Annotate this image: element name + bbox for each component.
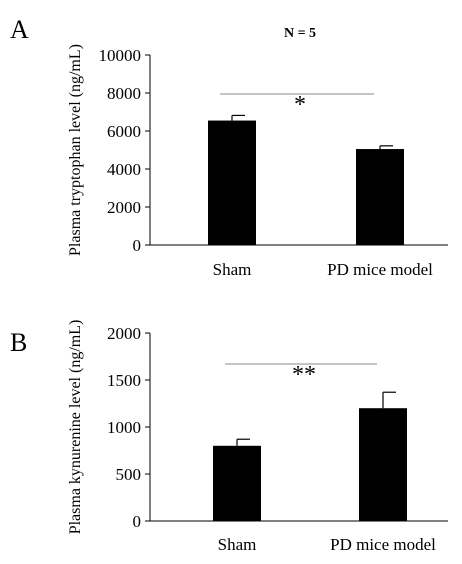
x-category-label: PD mice model bbox=[327, 260, 433, 279]
chart-panel-b: B Plasma kynurenine level (ng/mL) 0 500 1000… bbox=[10, 320, 448, 554]
y-tick-label: 1500 bbox=[107, 371, 141, 390]
y-tick-label: 2000 bbox=[107, 324, 141, 343]
y-tick-label: 0 bbox=[133, 512, 142, 531]
y-axis-label: Plasma kynurenine level (ng/mL) bbox=[67, 320, 84, 535]
y-tick-label: 10000 bbox=[99, 46, 142, 65]
x-category-label: PD mice model bbox=[330, 535, 436, 554]
bar bbox=[359, 408, 407, 521]
x-category-label: Sham bbox=[213, 260, 252, 279]
x-category-label: Sham bbox=[218, 535, 257, 554]
panel-letter: B bbox=[10, 328, 27, 357]
y-tick-label: 4000 bbox=[107, 160, 141, 179]
y-tick-label: 2000 bbox=[107, 198, 141, 217]
y-tick-label: 1000 bbox=[107, 418, 141, 437]
bar bbox=[356, 149, 404, 245]
bar bbox=[213, 445, 261, 521]
y-tick-label: 0 bbox=[133, 236, 142, 255]
significance-marker: ** bbox=[292, 362, 316, 388]
y-tick-label: 8000 bbox=[107, 84, 141, 103]
y-tick-label: 500 bbox=[116, 465, 142, 484]
sample-size-label: N = 5 bbox=[284, 26, 316, 41]
y-tick-label: 6000 bbox=[107, 122, 141, 141]
panel-letter: A bbox=[10, 15, 29, 44]
significance-marker: * bbox=[294, 92, 306, 118]
y-axis-label: Plasma tryptophan level (ng/mL) bbox=[67, 44, 84, 256]
bar bbox=[208, 120, 256, 245]
chart-panel-a: A Plasma tryptophan level (ng/mL) 0 2000 400… bbox=[10, 15, 448, 279]
